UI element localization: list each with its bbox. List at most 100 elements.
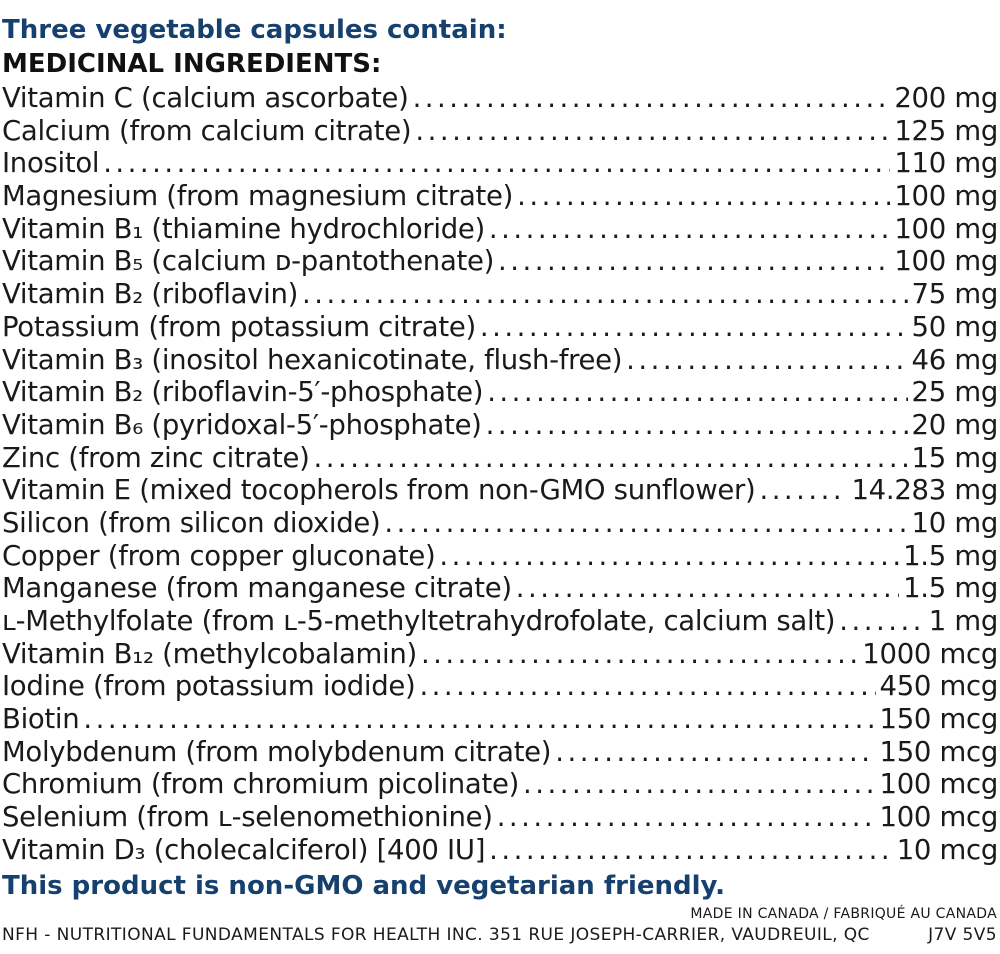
ingredient-name: Magnesium (from magnesium citrate) xyxy=(2,180,514,213)
made-in-canada: MADE IN CANADA / FABRIQUÉ AU CANADA xyxy=(690,906,997,922)
ingredient-row: Manganese (from manganese citrate)......… xyxy=(2,572,998,605)
dot-leader: ........................................… xyxy=(555,735,875,768)
ingredient-name: Vitamin D₃ (cholecalciferol) [400 IU] xyxy=(2,833,486,866)
ingredient-amount: 100 mcg xyxy=(879,801,999,834)
dot-leader: ........................................… xyxy=(515,572,899,605)
dot-leader: ........................................… xyxy=(313,441,908,474)
ingredient-amount: 10 mg xyxy=(911,506,999,539)
ingredient-name: Silicon (from silicon dioxide) xyxy=(2,506,381,539)
ingredient-amount: 20 mg xyxy=(911,408,999,441)
ingredient-row: Vitamin C (calcium ascorbate)...........… xyxy=(2,82,998,115)
ingredient-list: Vitamin C (calcium ascorbate)...........… xyxy=(2,82,998,867)
ingredient-row: Selenium (from ʟ-selenomethionine)......… xyxy=(2,801,998,834)
ingredient-name: Vitamin B₆ (pyridoxal-5′-phosphate) xyxy=(2,408,482,441)
ingredient-row: Potassium (from potassium citrate)......… xyxy=(2,311,998,344)
dot-leader: ........................................… xyxy=(420,637,858,670)
ingredient-amount: 75 mg xyxy=(911,278,999,311)
ingredient-amount: 10 mcg xyxy=(896,833,999,866)
ingredient-row: Molybdenum (from molybdenum citrate)....… xyxy=(2,736,998,769)
ingredient-row: Zinc (from zinc citrate)................… xyxy=(2,442,998,475)
non-gmo-statement: This product is non-GMO and vegetarian f… xyxy=(2,871,725,901)
ingredient-name: Inositol xyxy=(2,147,100,180)
ingredient-amount: 25 mg xyxy=(911,376,999,409)
dot-leader: ........................................… xyxy=(839,605,925,637)
ingredient-row: Vitamin B₂ (riboflavin).................… xyxy=(2,278,998,311)
ingredient-row: Vitamin B₁ (thiamine hydrochloride).....… xyxy=(2,213,998,246)
dot-leader: ........................................… xyxy=(412,82,891,114)
ingredient-name: Vitamin B₁₂ (methylcobalamin) xyxy=(2,637,417,670)
dot-leader: ........................................… xyxy=(523,768,875,801)
ingredient-row: Vitamin B₁₂ (methylcobalamin)...........… xyxy=(2,638,998,671)
ingredient-row: Inositol................................… xyxy=(2,147,998,180)
ingredient-row: Calcium (from calcium citrate)..........… xyxy=(2,115,998,148)
ingredient-amount: 15 mg xyxy=(911,441,999,474)
postal-code: J7V 5V5 xyxy=(928,925,997,945)
dot-leader: ........................................… xyxy=(479,310,908,343)
ingredient-amount: 14.283 mg xyxy=(851,474,998,507)
ingredient-amount: 50 mg xyxy=(911,310,999,343)
ingredient-amount: 150 mcg xyxy=(879,735,999,768)
ingredient-name: Potassium (from potassium citrate) xyxy=(2,310,476,343)
ingredient-amount: 200 mg xyxy=(894,82,998,114)
ingredient-name: Copper (from copper gluconate) xyxy=(2,539,436,572)
dot-leader: ........................................… xyxy=(626,343,908,376)
ingredient-name: Vitamin B₂ (riboflavin) xyxy=(2,278,299,311)
dot-leader: ........................................… xyxy=(415,114,890,147)
ingredient-row: Vitamin D₃ (cholecalciferol) [400 IU]...… xyxy=(2,834,998,867)
dot-leader: ........................................… xyxy=(498,245,890,278)
ingredient-row: Silicon (from silicon dioxide)..........… xyxy=(2,507,998,540)
ingredient-name: Iodine (from potassium iodide) xyxy=(2,670,416,703)
ingredient-row: Magnesium (from magnesium citrate)......… xyxy=(2,180,998,213)
ingredient-amount: 150 mcg xyxy=(879,703,999,736)
ingredient-name: Manganese (from manganese citrate) xyxy=(2,572,512,605)
medicinal-ingredients-heading: MEDICINAL INGREDIENTS: xyxy=(2,49,382,79)
ingredient-name: Calcium (from calcium citrate) xyxy=(2,114,412,147)
company-address-line: NFH - NUTRITIONAL FUNDAMENTALS FOR HEALT… xyxy=(2,925,997,945)
ingredient-name: Vitamin B₂ (riboflavin-5′-phosphate) xyxy=(2,376,484,409)
ingredient-amount: 100 mg xyxy=(894,180,998,213)
dot-leader: ........................................… xyxy=(83,703,876,736)
ingredient-row: ʟ-Methylfolate (from ʟ-5-methyltetrahydr… xyxy=(2,605,998,638)
ingredient-amount: 110 mg xyxy=(894,147,998,180)
dot-leader: ........................................… xyxy=(485,408,908,441)
ingredient-row: Vitamin E (mixed tocopherols from non-GM… xyxy=(2,474,998,507)
ingredient-row: Vitamin B₆ (pyridoxal-5′-phosphate).....… xyxy=(2,409,998,442)
dot-leader: ........................................… xyxy=(488,212,890,245)
ingredient-amount: 46 mg xyxy=(911,343,999,376)
ingredient-name: Vitamin B₅ (calcium ᴅ-pantothenate) xyxy=(2,245,495,278)
ingredient-row: Biotin..................................… xyxy=(2,703,998,736)
ingredient-name: Molybdenum (from molybdenum citrate) xyxy=(2,735,552,768)
ingredient-amount: 100 mg xyxy=(894,212,998,245)
ingredient-name: Vitamin C (calcium ascorbate) xyxy=(2,82,409,114)
dot-leader: ........................................… xyxy=(487,376,907,409)
ingredient-name: Vitamin B₃ (inositol hexanicotinate, flu… xyxy=(2,343,623,376)
ingredient-amount: 100 mcg xyxy=(879,768,999,801)
ingredient-name: Zinc (from zinc citrate) xyxy=(2,441,310,474)
dot-leader: ........................................… xyxy=(419,670,875,703)
ingredient-row: Chromium (from chromium picolinate).....… xyxy=(2,768,998,801)
company-address: NFH - NUTRITIONAL FUNDAMENTALS FOR HEALT… xyxy=(2,925,870,945)
ingredient-name: Vitamin E (mixed tocopherols from non-GM… xyxy=(2,474,756,507)
ingredient-amount: 450 mcg xyxy=(879,670,999,703)
ingredient-name: Vitamin B₁ (thiamine hydrochloride) xyxy=(2,212,485,245)
ingredient-name: Chromium (from chromium picolinate) xyxy=(2,768,520,801)
ingredient-row: Vitamin B₃ (inositol hexanicotinate, flu… xyxy=(2,344,998,377)
dot-leader: ........................................… xyxy=(496,801,876,834)
ingredient-amount: 100 mg xyxy=(894,245,998,278)
dot-leader: ........................................… xyxy=(759,474,847,507)
ingredient-amount: 125 mg xyxy=(894,114,998,147)
ingredient-name: Selenium (from ʟ-selenomethionine) xyxy=(2,801,493,834)
ingredient-amount: 1000 mcg xyxy=(862,637,998,670)
dot-leader: ........................................… xyxy=(517,180,891,213)
ingredient-name: ʟ-Methylfolate (from ʟ-5-methyltetrahydr… xyxy=(2,605,836,637)
ingredient-row: Vitamin B₅ (calcium ᴅ-pantothenate).....… xyxy=(2,245,998,278)
ingredient-amount: 1.5 mg xyxy=(903,539,998,572)
capsule-heading: Three vegetable capsules contain: xyxy=(2,15,507,45)
ingredient-amount: 1.5 mg xyxy=(903,572,998,605)
ingredient-amount: 1 mg xyxy=(928,605,999,637)
dot-leader: ........................................… xyxy=(103,147,890,180)
dot-leader: ........................................… xyxy=(302,278,908,311)
ingredient-row: Iodine (from potassium iodide)..........… xyxy=(2,670,998,703)
dot-leader: ........................................… xyxy=(384,506,908,539)
ingredient-row: Vitamin B₂ (riboflavin-5′-phosphate)....… xyxy=(2,376,998,409)
